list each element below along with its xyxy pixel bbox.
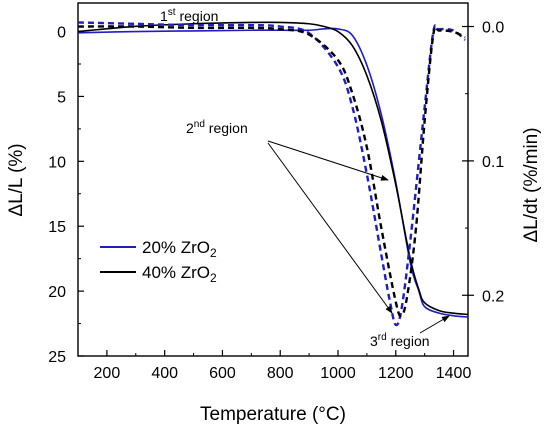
plot-frame — [77, 2, 469, 357]
x-axis-title: Temperature (°C) — [200, 404, 346, 425]
arrow-region-2-to-shrinkage — [267, 140, 389, 181]
y-left-tick-label: 0 — [57, 25, 66, 42]
legend-label-20-zro2: 20% ZrO2 — [142, 238, 217, 260]
y-left-tick-label: 25 — [48, 349, 66, 366]
series-line-2 — [77, 21, 469, 316]
y-right-tick-label: 0.0 — [482, 20, 504, 37]
y-axis-title-right: ΔL/dt (%/min) — [521, 127, 542, 242]
series-line-4 — [77, 25, 466, 318]
legend: 20% ZrO2 40% ZrO2 — [100, 238, 217, 285]
y-left-tick-label: 5 — [57, 89, 66, 106]
arrow-region-3 — [419, 315, 450, 334]
x-tick-label: 1000 — [320, 365, 356, 382]
y-right-tick-label: 0.1 — [482, 154, 504, 171]
annotation-region-1: 1st region — [160, 7, 218, 24]
series-line-3 — [77, 21, 466, 327]
tick-layer: 200 400 600 800 1000 1200 1400 0 5 10 15 20 25 0.0 0.1… — [48, 20, 504, 382]
x-tick-label: 800 — [267, 365, 294, 382]
y-left-tick-label: 15 — [48, 219, 66, 236]
x-tick-label: 1400 — [436, 365, 472, 382]
annotation-region-2: 2nd region — [186, 119, 248, 136]
legend-label-40-zro2: 40% ZrO2 — [142, 263, 217, 285]
x-tick-label: 200 — [94, 365, 121, 382]
annotation-arrows — [267, 140, 450, 334]
y-left-tick-label: 10 — [48, 154, 66, 171]
series-layer — [77, 21, 469, 327]
series-line-1 — [77, 27, 469, 318]
y-left-tick-label: 20 — [48, 284, 66, 301]
y-axis-title-left: ΔL/L (%) — [6, 143, 27, 216]
annotation-region-3: 3rd region — [370, 332, 430, 349]
x-tick-label: 400 — [151, 365, 178, 382]
y-right-tick-label: 0.2 — [482, 288, 504, 305]
annotations: 1st region 2nd region 3rd region — [160, 7, 430, 349]
arrow-region-2-to-rate — [267, 142, 393, 314]
x-tick-label: 600 — [209, 365, 236, 382]
x-tick-label: 1200 — [378, 365, 414, 382]
